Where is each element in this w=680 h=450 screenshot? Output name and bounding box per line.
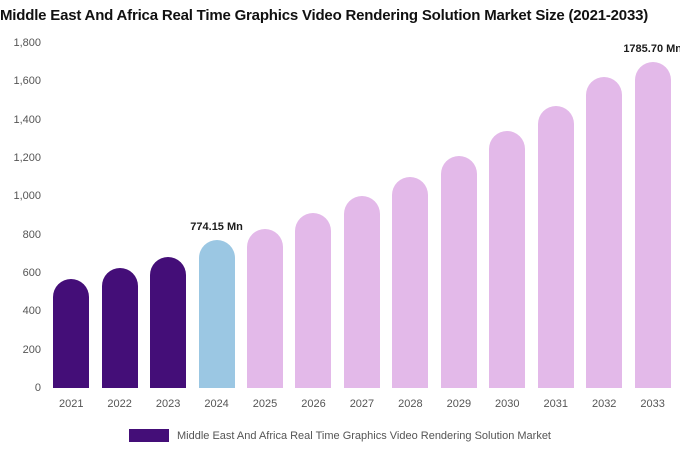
bar-value-label: 1785.70 Mn xyxy=(623,43,680,55)
x-axis-label: 2033 xyxy=(640,398,665,410)
bar-group-2030: 2030 xyxy=(483,43,531,410)
x-axis-label: 2031 xyxy=(543,398,568,410)
y-tick-label: 1,000 xyxy=(13,190,41,203)
bar-group-2021: 2021 xyxy=(47,43,95,410)
y-tick-label: 1,600 xyxy=(13,75,41,88)
bar-group-2029: 2029 xyxy=(435,43,483,410)
y-tick-label: 1,400 xyxy=(13,113,41,126)
bar-2024[interactable] xyxy=(198,240,235,388)
bar-2032[interactable] xyxy=(586,77,623,388)
x-axis-label: 2025 xyxy=(252,398,278,410)
bar-chart: 0 200 400 600 800 1,000 1,200 1,400 1,600 1,800 2… xyxy=(0,37,680,410)
plot-area: 2021 2022 2023 774.15 Mn 2024 2025 2026 2027 202… xyxy=(47,43,680,410)
bar-group-2027: 2027 xyxy=(338,43,386,410)
y-tick-label: 1,800 xyxy=(13,37,41,49)
legend-label: Middle East And Africa Real Time Graphic… xyxy=(177,429,551,442)
bar-group-2025: 2025 xyxy=(241,43,289,410)
bar-2022[interactable] xyxy=(101,268,138,388)
bar-2023[interactable] xyxy=(150,257,187,388)
y-tick-label: 200 xyxy=(22,343,41,356)
legend-swatch xyxy=(129,429,169,442)
y-axis: 0 200 400 600 800 1,000 1,200 1,400 1,600 1,800 xyxy=(0,37,44,394)
bar-2025[interactable] xyxy=(247,229,284,388)
chart-title: Middle East And Africa Real Time Graphic… xyxy=(0,7,649,24)
y-tick-label: 1,200 xyxy=(13,152,41,164)
x-axis-label: 2030 xyxy=(495,398,520,410)
x-axis-label: 2022 xyxy=(107,398,132,410)
bar-2030[interactable] xyxy=(489,131,526,388)
x-axis-label: 2026 xyxy=(301,398,326,410)
x-axis-label: 2032 xyxy=(591,398,617,410)
x-axis-label: 2027 xyxy=(349,398,375,410)
bar-group-2028: 2028 xyxy=(386,43,434,410)
bar-2026[interactable] xyxy=(295,213,332,388)
y-tick-label: 800 xyxy=(22,228,41,241)
bar-group-2023: 2023 xyxy=(144,43,192,410)
bar-2021[interactable] xyxy=(53,279,90,388)
legend: Middle East And Africa Real Time Graphic… xyxy=(0,429,680,442)
bar-2027[interactable] xyxy=(343,196,380,388)
x-axis-label: 2029 xyxy=(446,398,472,410)
x-axis-label: 2023 xyxy=(155,398,181,410)
bar-group-2031: 2031 xyxy=(532,43,580,410)
bar-group-2033: 1785.70 Mn 2033 xyxy=(623,43,680,410)
y-tick-label: 600 xyxy=(22,267,41,279)
y-tick-label: 400 xyxy=(22,305,41,318)
bar-value-label: 774.15 Mn xyxy=(190,221,243,233)
bar-group-2024: 774.15 Mn 2024 xyxy=(190,43,243,410)
x-axis-label: 2021 xyxy=(58,398,84,410)
bar-2029[interactable] xyxy=(440,156,477,388)
bar-group-2026: 2026 xyxy=(289,43,337,410)
bar-2031[interactable] xyxy=(537,106,574,388)
y-tick-label: 0 xyxy=(34,382,41,394)
bar-2033[interactable] xyxy=(634,62,671,388)
bar-2028[interactable] xyxy=(392,177,429,388)
bar-group-2032: 2032 xyxy=(580,43,628,410)
x-axis-label: 2024 xyxy=(204,398,229,410)
bar-group-2022: 2022 xyxy=(96,43,144,410)
x-axis-label: 2028 xyxy=(398,398,423,410)
